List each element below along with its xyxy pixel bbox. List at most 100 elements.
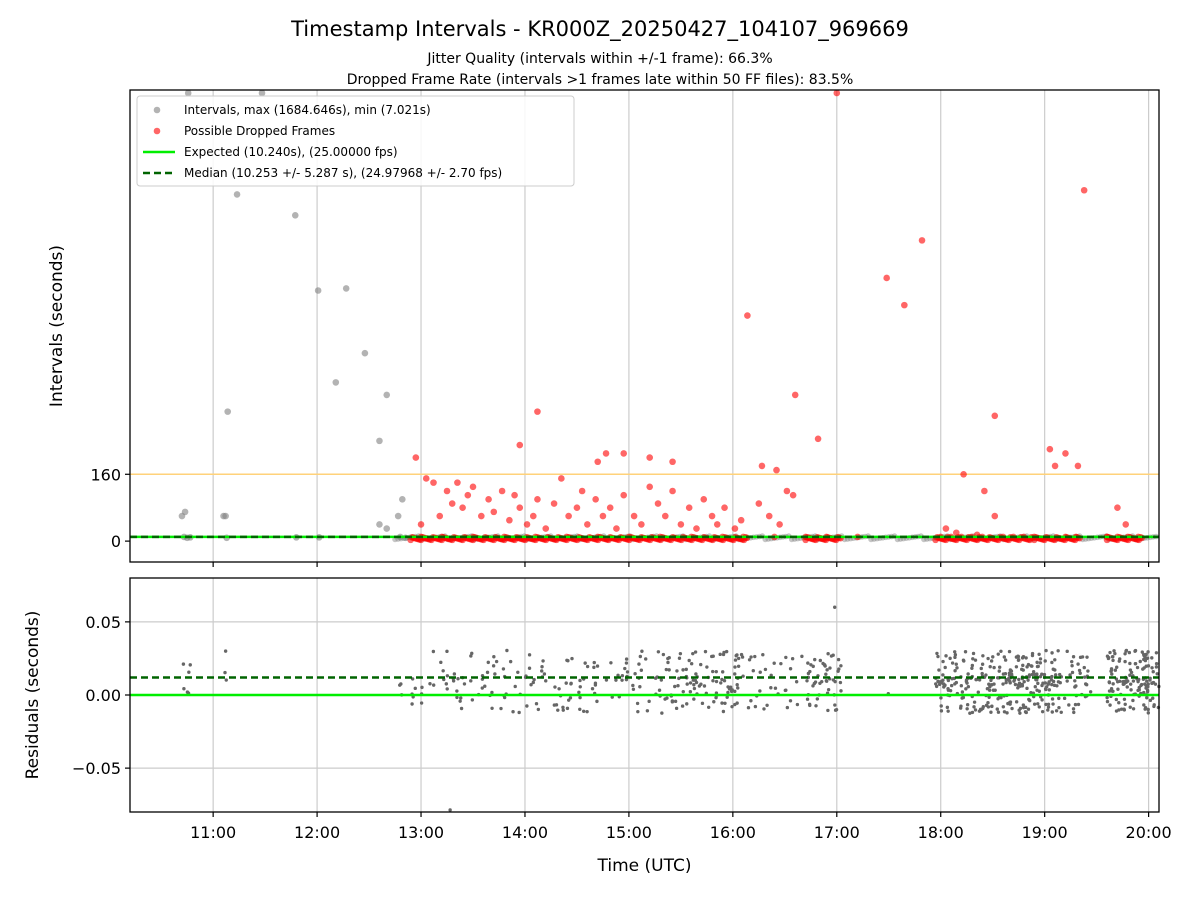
residual-point <box>1085 655 1089 659</box>
residual-point <box>1152 703 1156 707</box>
residual-point <box>959 684 964 688</box>
residual-point <box>1031 670 1036 674</box>
interval-point <box>222 512 229 520</box>
residual-point <box>590 687 595 691</box>
residual-point <box>937 668 941 672</box>
dropped-frame-point <box>573 504 581 511</box>
residual-point <box>681 668 685 672</box>
dropped-frame-point <box>1046 445 1054 453</box>
residual-point <box>1142 666 1146 670</box>
residual-point <box>1037 652 1041 656</box>
residual-point <box>1020 684 1025 688</box>
residual-point <box>749 655 753 659</box>
dropped-frame-point <box>1051 462 1059 470</box>
residual-point <box>1139 683 1143 688</box>
residual-point <box>1072 710 1076 715</box>
residual-point <box>1029 664 1033 668</box>
residual-point <box>439 660 443 665</box>
residual-point <box>692 686 697 691</box>
residual-point <box>1067 703 1071 707</box>
residual-point <box>666 660 670 665</box>
residual-point <box>1114 709 1119 713</box>
residual-point <box>1043 659 1047 663</box>
residual-point <box>721 652 726 657</box>
residual-point <box>785 705 790 710</box>
residual-point <box>1034 677 1038 682</box>
residual-point <box>1113 668 1118 672</box>
residual-point <box>1118 657 1122 661</box>
residual-point <box>987 688 992 692</box>
residual-point <box>705 665 709 669</box>
residual-point <box>223 649 228 653</box>
residual-point <box>966 672 970 676</box>
residual-point <box>1053 673 1058 677</box>
interval-point <box>332 379 340 386</box>
time-x-tick-label: 17:00 <box>814 823 860 842</box>
time-x-tick-label: 19:00 <box>1022 823 1068 842</box>
dropped-frame-point <box>942 525 950 532</box>
legend: Intervals, max (1684.646s), min (7.021s)… <box>136 95 575 187</box>
dropped-frame-point <box>1122 521 1130 528</box>
residual-point <box>761 652 765 657</box>
residual-point <box>1070 659 1074 664</box>
residual-point <box>989 710 993 714</box>
dropped-frame-point <box>773 466 780 474</box>
residual-point <box>1018 711 1022 715</box>
residual-point <box>1035 660 1039 665</box>
residual-point <box>807 702 812 707</box>
residual-point <box>784 655 788 660</box>
residual-point <box>693 678 698 683</box>
residual-point <box>699 662 703 667</box>
residual-point <box>1043 687 1048 691</box>
residual-point <box>527 666 532 670</box>
residual-point <box>1056 680 1061 684</box>
residual-point <box>1153 682 1158 686</box>
residual-point <box>441 669 445 673</box>
dropped-frame-point <box>459 504 466 511</box>
legend-label-intervals: Intervals, max (1684.646s), min (7.021s) <box>184 103 431 117</box>
residual-point <box>670 700 675 704</box>
time-x-tick-label: 20:00 <box>1126 823 1172 842</box>
residual-point <box>1059 710 1063 714</box>
residual-point <box>941 673 945 677</box>
intervals-y-tick-label: 0 <box>111 532 121 551</box>
residual-point <box>1021 705 1026 710</box>
residual-point <box>1030 672 1035 677</box>
residual-point <box>624 677 629 682</box>
residual-point <box>1016 683 1021 687</box>
residual-point <box>1146 711 1151 715</box>
residual-point <box>1154 665 1159 669</box>
residual-point <box>419 701 424 705</box>
residual-point <box>741 674 745 678</box>
residual-point <box>950 677 954 681</box>
residual-point <box>592 665 596 670</box>
dropped-frame-point <box>783 487 791 495</box>
residual-point <box>1065 649 1069 654</box>
dropped-frame-point <box>721 504 728 511</box>
residual-point <box>1150 666 1154 670</box>
residual-point <box>557 687 561 691</box>
dropped-frame-point <box>469 483 477 491</box>
residual-point <box>567 698 571 702</box>
residual-point <box>1154 651 1159 655</box>
residual-point <box>581 709 586 713</box>
residual-point <box>822 663 827 667</box>
residual-point <box>640 649 644 653</box>
residual-point <box>1082 665 1086 670</box>
residual-point <box>997 669 1001 673</box>
residual-point <box>1140 650 1145 654</box>
residual-point <box>989 683 994 687</box>
residual-point <box>829 654 834 658</box>
residual-point <box>470 651 474 656</box>
residual-point <box>725 695 729 699</box>
residual-point <box>1083 682 1088 686</box>
residual-point <box>536 707 541 712</box>
residual-point <box>638 685 642 689</box>
residual-point <box>763 667 768 672</box>
residual-point <box>620 678 624 682</box>
residual-point <box>712 700 716 704</box>
dropped-frame-point <box>991 412 999 420</box>
residual-point <box>939 704 943 708</box>
dropped-frame-point <box>789 491 797 499</box>
intervals-frame <box>129 89 1160 563</box>
